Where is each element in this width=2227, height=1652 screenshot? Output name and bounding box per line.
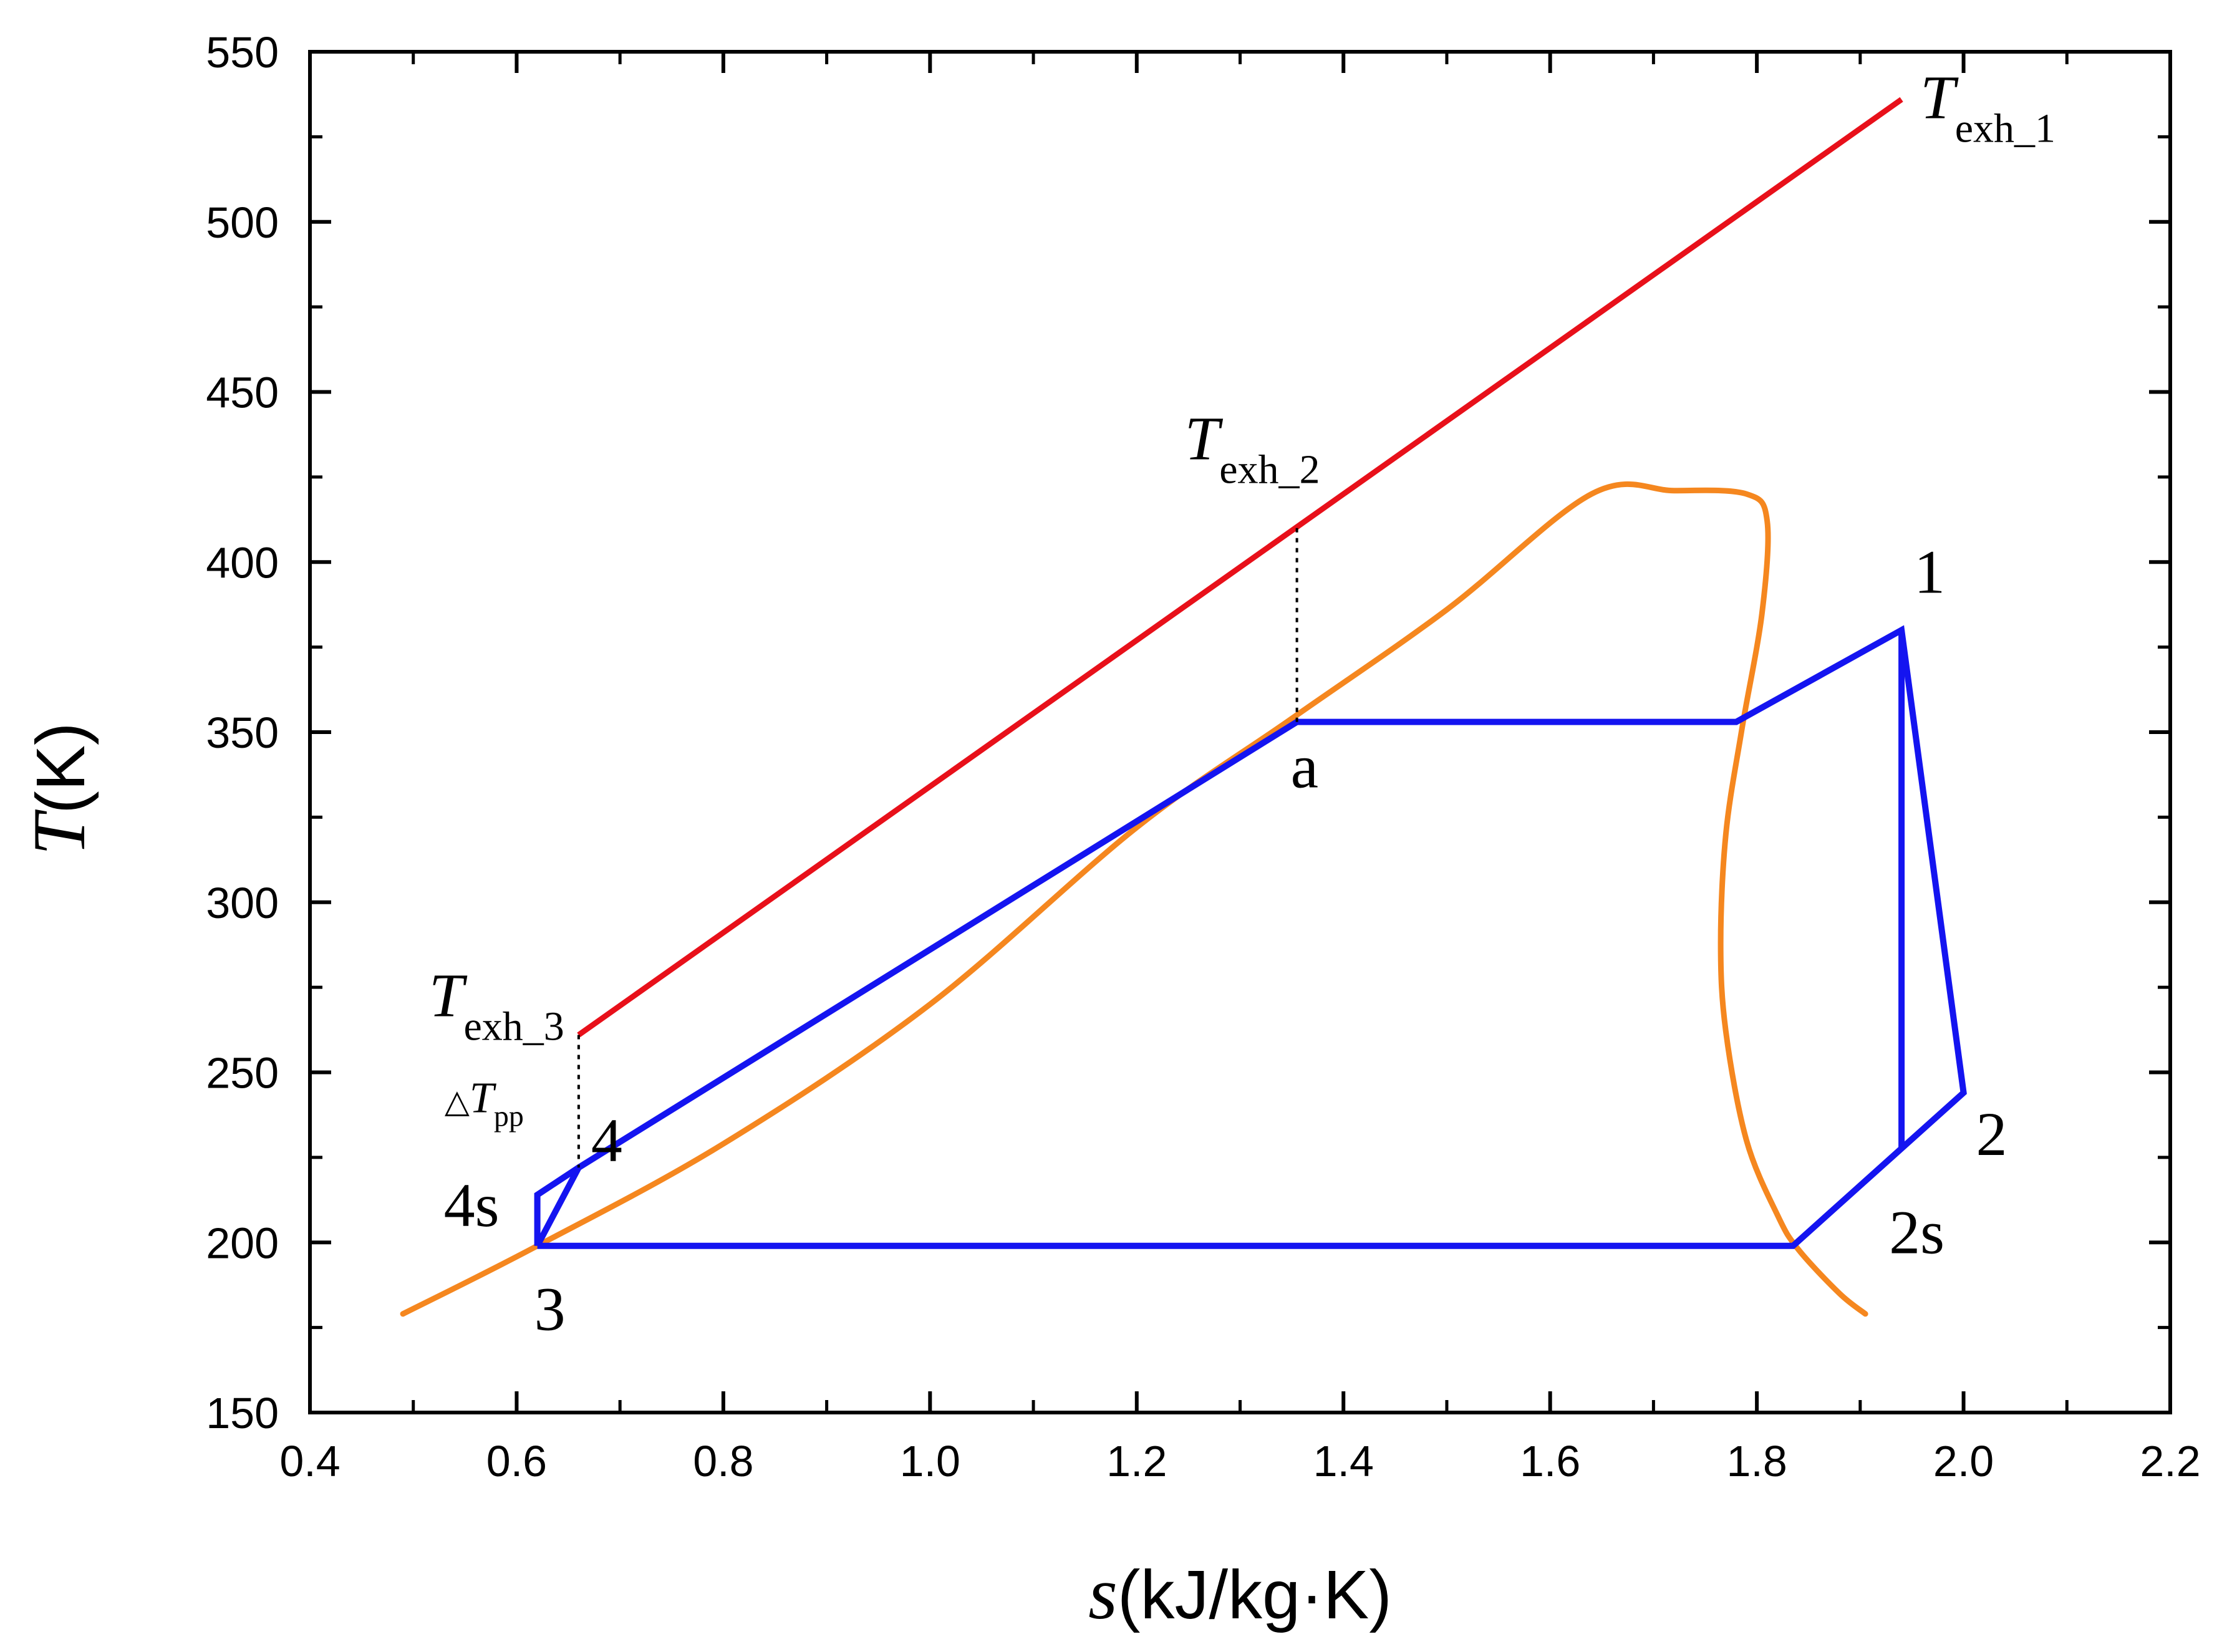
annotation-texh2: Texh_2 [1185,404,1320,493]
x-tick-label: 1.2 [1106,1437,1167,1485]
annotation-subscript: exh_2 [1219,447,1320,493]
saturation-dome-line [400,481,1868,1317]
y-tick-label: 450 [206,369,279,417]
y-tick-label: 350 [206,708,279,757]
annotation-symbol: T [429,960,468,1030]
y-tick-label: 150 [206,1389,279,1437]
annotation-texh1: Texh_1 [1920,62,2056,151]
x-axis-title: s(kJ/kg·K) [1088,1552,1392,1635]
y-tick-label: 300 [206,879,279,927]
point-label-4s: 4s [444,1171,500,1240]
y-tick-label: 200 [206,1219,279,1267]
y-tick-label: 500 [206,198,279,247]
point-label-4: 4 [591,1106,622,1175]
axes-layer: 0.4 0.6 0.8 1.0 1.2 1.4 1.6 1.8 2.0 2.2 150 200 250 3… [17,28,2201,1635]
point-label-a: a [1291,732,1318,801]
annotation-texh3: Texh_3 [429,960,564,1049]
y-tick-label: 250 [206,1049,279,1098]
x-tick-label: 0.6 [486,1437,547,1485]
x-tick-label: 1.8 [1726,1437,1787,1485]
annotation-symbol: T [1920,62,1959,132]
x-tick-label: 2.0 [1933,1437,1994,1485]
cycle-line-0 [534,625,1967,1249]
y-axis-symbol: T [17,809,100,856]
y-tick-label: 400 [206,538,279,587]
x-tick-label: 0.4 [279,1437,340,1485]
x-tick-label: 1.6 [1520,1437,1580,1485]
point-label-2: 2 [1976,1099,2007,1169]
x-tick-label: 1.0 [900,1437,960,1485]
annotation-symbol: T [470,1075,497,1123]
annotation-subscript: exh_1 [1955,105,2056,151]
x-tick-label: 1.4 [1313,1437,1374,1485]
exhaust-line [577,97,1903,1038]
point-label-1: 1 [1914,537,1945,606]
x-axis-unit: (kJ/kg·K) [1118,1557,1392,1633]
x-axis-symbol: s [1088,1552,1118,1635]
point-label-2s: 2s [1889,1198,1944,1267]
x-tick-label: 0.8 [693,1437,753,1485]
delta-symbol: △ [445,1083,470,1121]
point-label-3: 3 [534,1275,566,1344]
annotation-subscript: pp [494,1100,524,1133]
y-axis-unit: (K) [22,722,99,814]
cycle-line-2 [534,1165,581,1246]
x-tick-label: 2.2 [2140,1437,2200,1485]
y-tick-label: 550 [206,28,279,77]
series-layer [400,97,1967,1317]
y-axis-title: T(K) [17,722,100,855]
annotation-symbol: T [1185,404,1224,473]
annotation-subscript: exh_3 [464,1003,564,1049]
annotation-dtpp: △Tpp [445,1075,524,1133]
